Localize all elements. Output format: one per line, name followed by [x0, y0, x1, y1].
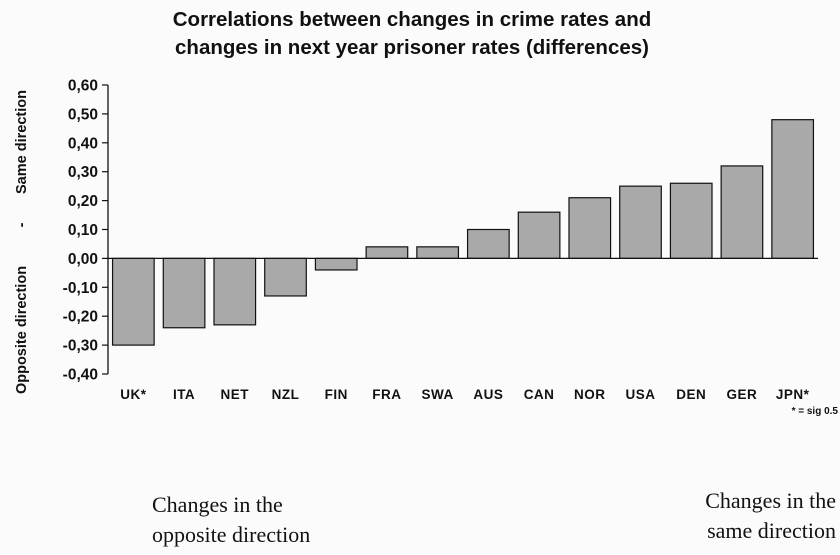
y-tick-label: 0,30 — [68, 164, 98, 181]
caption-right-line-1: Changes in the — [705, 488, 836, 513]
y-tick-label: -0,10 — [63, 280, 98, 297]
y-tick-label: 0,00 — [68, 251, 98, 268]
caption-opposite-direction: Changes in the opposite direction — [152, 490, 310, 550]
x-tick-label: SWA — [422, 387, 454, 402]
bar-jpn — [771, 119, 815, 260]
x-tick-label: FIN — [325, 387, 348, 402]
bar-ita — [162, 257, 206, 329]
y-axis-label-opposite: Opposite direction — [14, 266, 30, 394]
y-tick-label: -0,40 — [63, 367, 98, 384]
caption-left-line-2: opposite direction — [152, 522, 311, 547]
x-tick-label: AUS — [473, 387, 503, 402]
y-axis-label-separator: - — [14, 222, 30, 227]
x-tick-label: NOR — [574, 387, 606, 402]
bars — [111, 119, 815, 346]
y-tick-label: 0,50 — [68, 106, 98, 123]
bar-ger — [720, 165, 764, 260]
footnote: * = sig 0.5 — [792, 406, 839, 417]
bar-net — [213, 257, 257, 326]
y-axis-ticks: 0,60 0,50 0,40 0,30 0,20 0,10 0,00 -0,10 -0,20 -0… — [63, 78, 108, 384]
bar-can — [517, 211, 561, 260]
category-labels: UK* ITA NET NZL FIN FRA SWA AUS CAN NOR USA DEN GER J… — [120, 387, 809, 402]
bar-nzl — [264, 257, 307, 297]
x-tick-label: JPN* — [776, 387, 810, 402]
bar-swa — [416, 246, 460, 259]
bar-nor — [568, 197, 612, 260]
y-axis-label-same: Same direction — [14, 90, 30, 194]
y-axis-title: Opposite direction - Same direction — [14, 90, 30, 394]
caption-left-line-1: Changes in the — [152, 492, 283, 517]
chart-title-line-1: Correlations between changes in crime ra… — [173, 8, 652, 31]
y-tick-label: -0,30 — [63, 338, 98, 355]
y-tick-label: 0,20 — [68, 193, 98, 210]
caption-same-direction: Changes in the same direction — [705, 486, 836, 546]
x-tick-label: FRA — [372, 387, 401, 402]
x-tick-label: CAN — [524, 387, 555, 402]
caption-right-line-2: same direction — [707, 518, 836, 543]
bar-uk — [111, 257, 155, 346]
x-tick-label: UK* — [120, 387, 146, 402]
y-tick-label: -0,20 — [63, 309, 98, 326]
x-tick-label: ITA — [173, 387, 195, 402]
bar-fin — [314, 257, 358, 271]
x-tick-label: DEN — [676, 387, 706, 402]
bar-aus — [466, 228, 510, 259]
y-tick-label: 0,10 — [68, 222, 98, 239]
x-tick-label: NZL — [272, 387, 300, 402]
y-tick-label: 0,60 — [68, 78, 98, 95]
x-tick-label: NET — [221, 387, 250, 402]
bar-usa — [619, 185, 662, 259]
bar-den — [669, 182, 713, 259]
bar-fra — [365, 246, 409, 259]
chart-title-line-2: changes in next year prisoner rates (dif… — [175, 36, 649, 59]
x-tick-label: GER — [727, 387, 758, 402]
y-tick-label: 0,40 — [68, 135, 98, 152]
x-tick-label: USA — [625, 387, 655, 402]
